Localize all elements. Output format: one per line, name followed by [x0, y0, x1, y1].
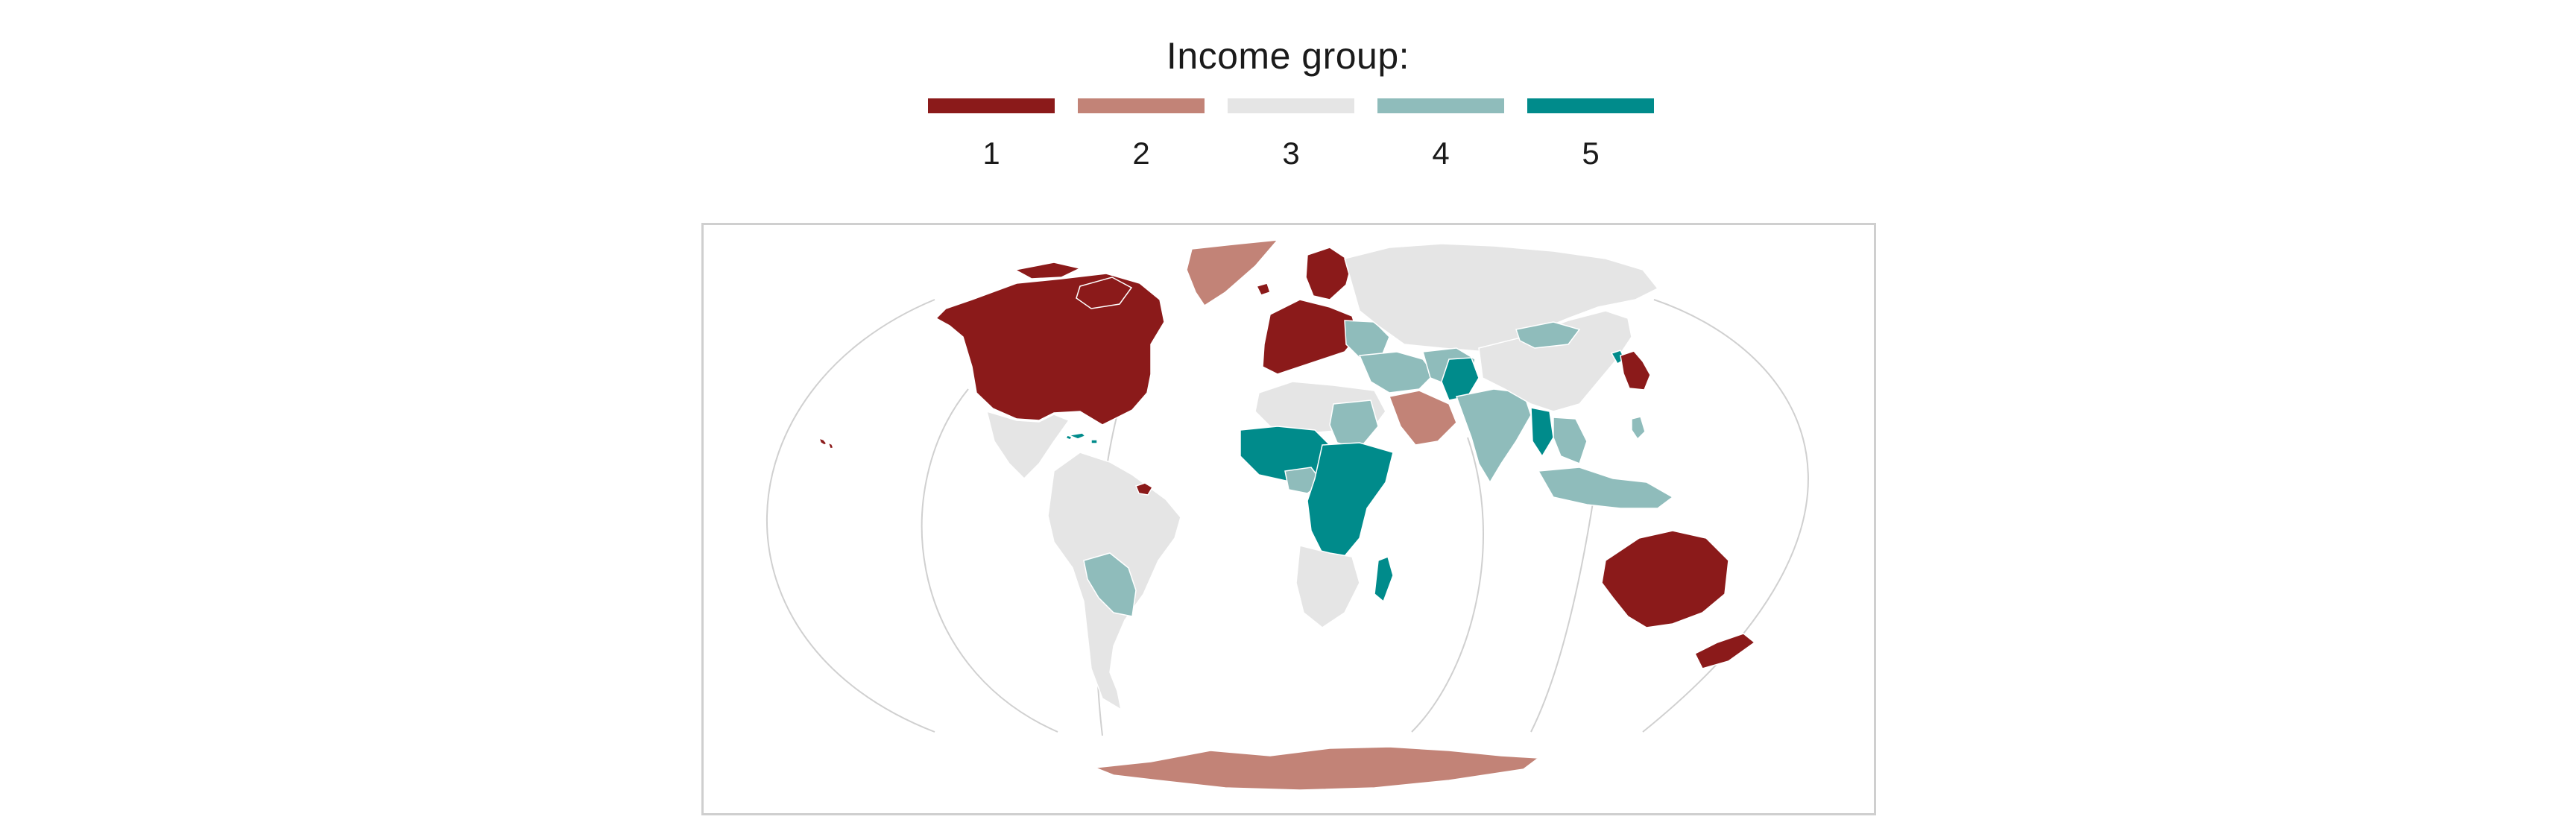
region-caribbean	[1064, 435, 1073, 440]
antarctica	[1094, 746, 1541, 791]
hawaii	[818, 437, 835, 449]
region-caribbean	[1067, 432, 1098, 444]
africa	[1240, 381, 1394, 628]
region-scandinavia	[1255, 282, 1271, 296]
greenland	[1186, 239, 1279, 307]
region-madagascar	[1374, 556, 1394, 603]
region-southeast-asia	[1553, 417, 1588, 464]
legend-label-5: 5	[1582, 136, 1600, 171]
region-guiana	[1135, 482, 1154, 496]
region-hawaii	[818, 437, 835, 449]
region-middle-east	[1358, 351, 1435, 394]
legend-label-4: 4	[1432, 136, 1450, 171]
world-map	[766, 239, 1809, 791]
legend-item-3: 3	[1228, 98, 1354, 180]
asia-west	[1358, 347, 1480, 446]
outline-arc-lobe1	[921, 388, 1058, 733]
region-china	[1478, 310, 1632, 412]
south-america	[1047, 452, 1181, 711]
legend-swatch-1	[928, 98, 1055, 113]
region-indonesia	[1631, 416, 1646, 440]
region-greenland	[1186, 239, 1279, 307]
region-bolivia-paraguay	[1083, 552, 1137, 617]
region-southern-africa	[1295, 545, 1360, 628]
legend-swatch-5	[1527, 98, 1654, 113]
region-sahel	[1329, 399, 1379, 449]
legend: Income group: 1 2 3 4 5	[0, 0, 2576, 179]
legend-label-2: 2	[1132, 136, 1150, 171]
region-western-europe	[1262, 299, 1359, 375]
legend-item-4: 4	[1377, 98, 1504, 180]
region-antarctica	[1094, 746, 1541, 791]
region-arabian-peninsula	[1388, 390, 1457, 446]
legend-swatch-2	[1078, 98, 1205, 113]
north-america	[935, 262, 1165, 480]
region-north-america-north	[1013, 262, 1082, 279]
region-australia	[1601, 530, 1729, 628]
outline-arc-left	[766, 299, 935, 733]
legend-swatch-3	[1228, 98, 1354, 113]
europe	[1255, 247, 1390, 375]
outline-arc-lobe3	[1411, 437, 1484, 733]
region-central-east-africa	[1307, 442, 1394, 561]
legend-swatch-4	[1377, 98, 1504, 113]
region-new-zealand	[1693, 633, 1756, 669]
indonesia	[1537, 416, 1674, 509]
region-central-america	[985, 410, 1070, 480]
legend-label-1: 1	[982, 136, 1000, 171]
region-russia	[1344, 243, 1659, 353]
legend-label-3: 3	[1282, 136, 1300, 171]
region-india	[1455, 388, 1532, 484]
russia	[1344, 243, 1659, 353]
world-map-panel	[701, 223, 1876, 815]
legend-item-5: 5	[1527, 98, 1654, 180]
region-indonesia	[1537, 467, 1674, 509]
outline-arc-top	[1642, 299, 1809, 733]
region-north-america-north	[1076, 277, 1133, 309]
region-japan-korea	[1620, 350, 1651, 391]
region-north-america-north	[935, 273, 1165, 426]
legend-item-1: 1	[928, 98, 1055, 180]
asia-east	[1455, 310, 1651, 484]
outline-arc-lobe4	[1530, 493, 1595, 733]
oceania	[1601, 530, 1756, 669]
region-myanmar	[1530, 407, 1554, 458]
region-mongolia	[1515, 321, 1581, 349]
region-scandinavia	[1305, 247, 1353, 300]
legend-item-2: 2	[1078, 98, 1205, 180]
legend-title: Income group:	[1166, 35, 1410, 77]
